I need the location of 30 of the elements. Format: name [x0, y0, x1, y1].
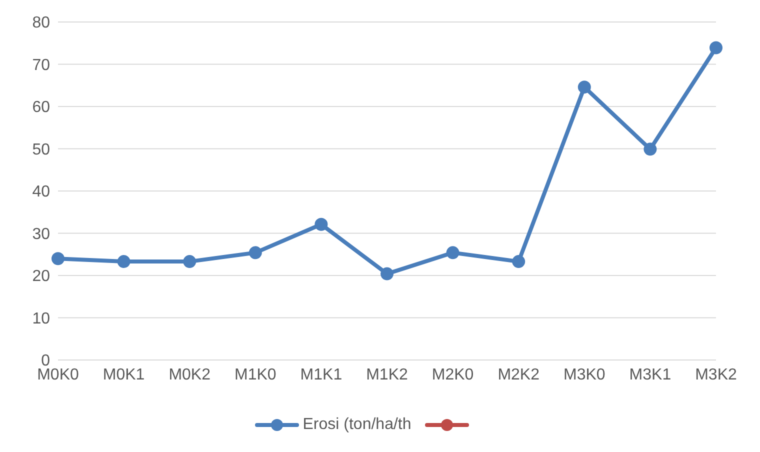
x-tick-label: M1K2 — [366, 366, 408, 384]
x-tick-label: M3K1 — [629, 366, 672, 384]
point — [512, 255, 526, 268]
legend-label: Erosi (ton/ha/th — [302, 416, 412, 434]
y-tick-label: 50 — [32, 141, 50, 158]
point — [380, 267, 394, 280]
point — [52, 252, 64, 266]
x-tick-label: M0K2 — [168, 366, 211, 384]
y-tick-label: 10 — [32, 310, 50, 328]
x-tick-label: M2K2 — [498, 366, 540, 384]
y-tick-label: 20 — [32, 268, 50, 286]
x-tick-label: M1K0 — [234, 366, 276, 384]
point — [183, 255, 196, 268]
point — [117, 255, 130, 268]
y-tick-label: 40 — [32, 184, 50, 201]
x-tick-label: M3K2 — [695, 366, 737, 384]
point — [710, 41, 722, 54]
x-tick-label: M1K1 — [300, 366, 342, 384]
point — [446, 246, 460, 260]
x-tick-label: M0K1 — [102, 366, 145, 384]
x-tick-label: M3K0 — [564, 366, 606, 384]
point — [314, 218, 328, 231]
point — [578, 80, 591, 94]
y-tick-label: 70 — [32, 56, 50, 74]
x-tick-label: M2K0 — [432, 366, 474, 384]
y-tick-label: 30 — [32, 226, 50, 243]
y-tick-label: 80 — [32, 14, 50, 32]
point — [248, 246, 262, 260]
y-tick-label: 60 — [32, 99, 50, 116]
point — [644, 142, 657, 156]
